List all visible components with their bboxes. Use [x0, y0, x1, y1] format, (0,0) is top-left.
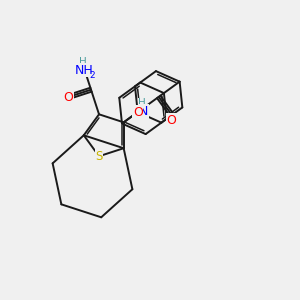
Text: O: O: [64, 91, 74, 104]
Text: 2: 2: [90, 71, 95, 80]
Text: NH: NH: [75, 64, 94, 77]
Text: S: S: [95, 150, 103, 163]
Text: H: H: [79, 57, 87, 67]
Text: H: H: [139, 98, 146, 108]
Text: N: N: [139, 105, 148, 118]
Text: O: O: [133, 106, 142, 118]
Text: O: O: [167, 114, 176, 127]
